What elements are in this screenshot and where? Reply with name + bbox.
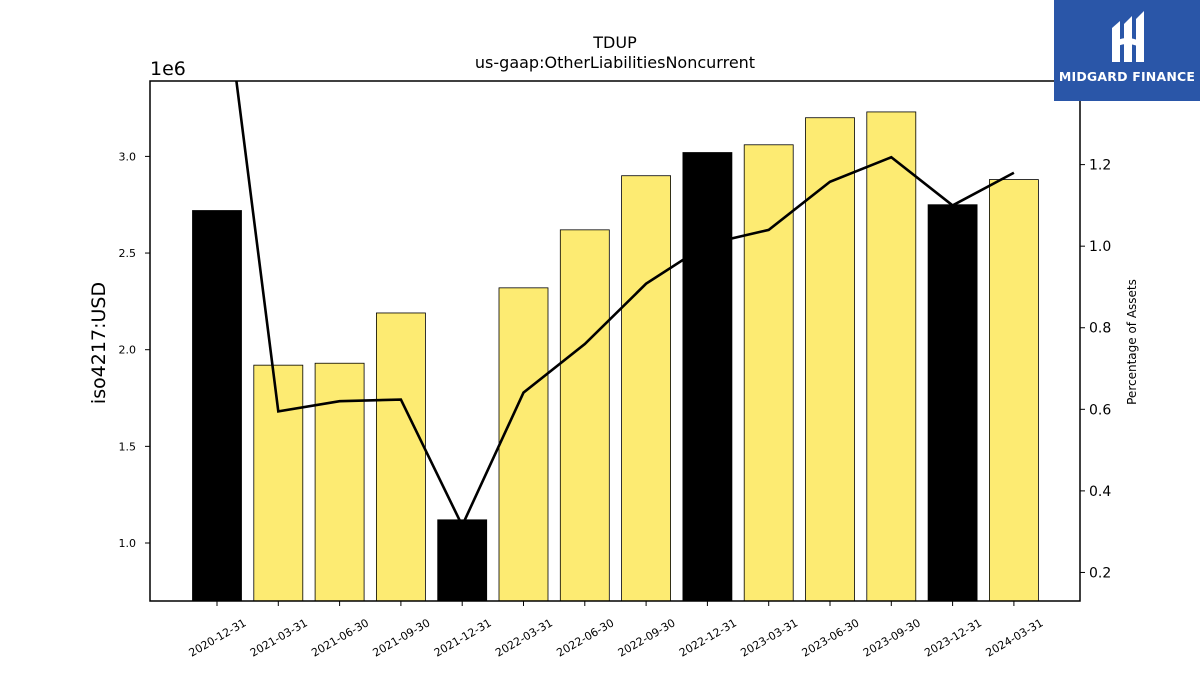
bar <box>989 179 1039 602</box>
bar <box>314 362 365 602</box>
brand-logo: MIDGARD FINANCE <box>1054 0 1200 101</box>
y-axis-label: iso4217:USD <box>88 282 110 404</box>
bar <box>805 117 855 602</box>
x-tick-label: 2022-06-30 <box>554 616 616 659</box>
bar <box>682 152 733 602</box>
bar <box>559 229 610 602</box>
bar <box>192 210 242 602</box>
bar <box>253 364 304 602</box>
x-tick-label: 2021-12-31 <box>432 616 494 659</box>
x-tick-label: 2022-12-31 <box>677 616 739 659</box>
series-line <box>235 81 1015 529</box>
bar <box>375 312 426 602</box>
y-right-tick-label: 0.2 <box>1089 565 1111 581</box>
bar <box>927 204 978 602</box>
y-offset-label: 1e6 <box>150 58 186 80</box>
chart-title: TDUP <box>592 33 637 52</box>
x-tick-label: 2021-06-30 <box>309 616 371 659</box>
bar <box>437 519 488 602</box>
y-tick-label: 2.5 <box>119 247 137 260</box>
bar <box>743 144 794 602</box>
x-tick-label: 2022-03-31 <box>493 616 555 659</box>
y-axis-label-right: Percentage of Assets <box>1125 279 1139 405</box>
y-right-tick-label: 1.2 <box>1089 158 1111 174</box>
x-tick-label: 2024-03-31 <box>984 616 1046 659</box>
x-tick-label: 2023-12-31 <box>922 616 984 659</box>
x-tick-label: 2021-03-31 <box>248 616 310 659</box>
y-right-tick-label: 0.6 <box>1089 402 1111 418</box>
y-tick-label: 2.0 <box>119 344 137 357</box>
bar <box>866 111 917 602</box>
x-tick-label: 2022-09-30 <box>616 616 678 659</box>
y-right-tick-label: 0.8 <box>1089 321 1111 337</box>
x-tick-label: 2020-12-31 <box>187 616 249 659</box>
chart-subtitle: us-gaap:OtherLiabilitiesNoncurrent <box>475 53 755 72</box>
y-tick-label: 1.5 <box>119 440 137 453</box>
bar <box>621 175 671 602</box>
logo-text: MIDGARD FINANCE <box>1058 69 1196 84</box>
y-right-tick-label: 0.4 <box>1089 484 1111 500</box>
y-tick-label: 1.0 <box>119 537 137 550</box>
x-tick-label: 2023-09-30 <box>861 616 923 659</box>
x-tick-label: 2021-09-30 <box>371 616 433 659</box>
midgard-logo-icon <box>1112 11 1144 62</box>
bar <box>498 287 549 602</box>
y-tick-label: 3.0 <box>119 150 137 163</box>
x-tick-label: 2023-03-31 <box>738 616 800 659</box>
x-tick-label: 2023-06-30 <box>800 616 862 659</box>
y-right-tick-label: 1.0 <box>1089 239 1111 255</box>
plot-frame <box>149 80 1081 602</box>
